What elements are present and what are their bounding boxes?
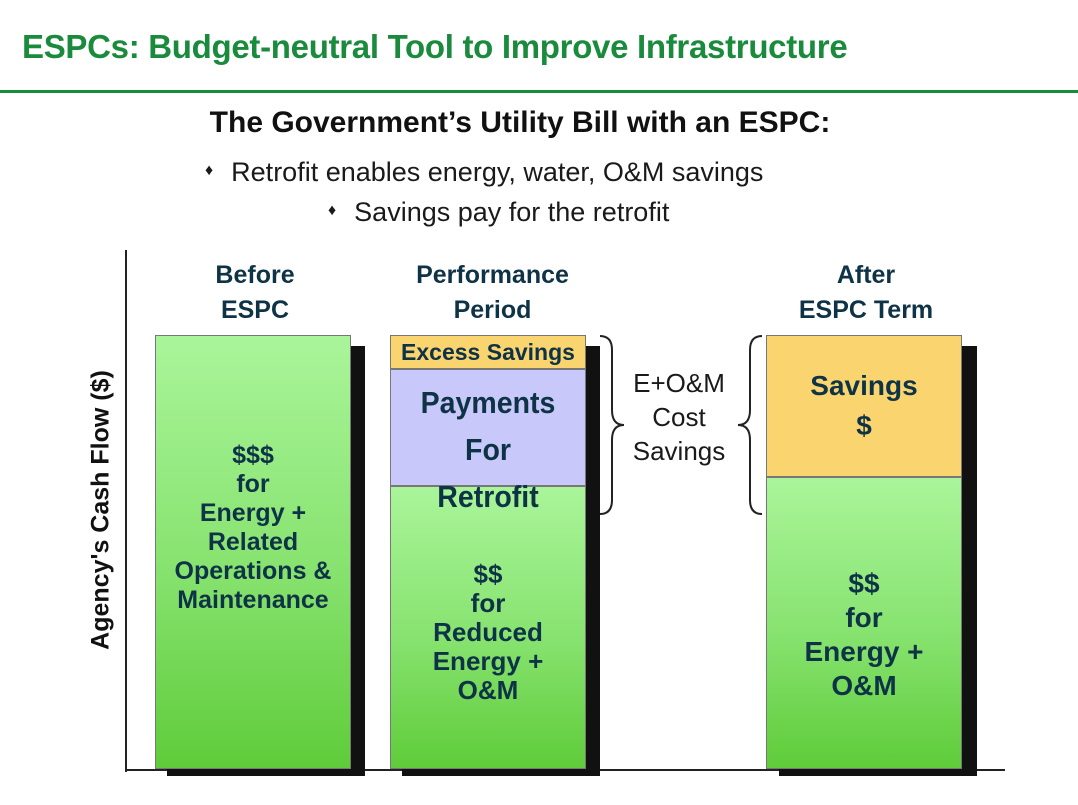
segment-label-line: for [845,602,883,633]
segment-excess-savings [390,335,586,369]
reduced-energy-om-label: $$ for Reduced Energy + O&M [390,560,586,705]
segment-label-line: Retrofit [437,479,539,514]
segment-label-line: Payments [420,385,556,420]
brace-label-line: Savings [632,436,726,466]
segment-payments-for-retrofit [390,369,586,486]
header-after-espc-term: After ESPC Term [766,258,966,328]
bar-before-espc: $$$ for Energy + Related Operations & Ma… [155,335,351,769]
header-line: ESPC Term [798,296,934,324]
cost-savings-label: E+O&M Cost Savings [616,366,742,468]
segment-label-line: $$ [473,559,503,589]
savings-label: Savings $ [766,366,962,446]
segment-label-line: Energy + [804,636,924,667]
segment-label-line: O&M [457,675,519,705]
header-line: ESPC [220,296,290,324]
segment-label-line: Energy + [432,646,544,676]
segment-label-line: for [236,470,270,498]
segment-label-line: Operations & [174,557,332,585]
segment-label-line: Reduced [433,617,543,647]
header-line: Performance [416,261,569,289]
segment-label-line: O&M [831,670,897,701]
header-line: After [836,261,896,289]
bullet-text: Retrofit enables energy, water, O&M savi… [231,157,764,187]
segment-savings [766,335,962,477]
bar-after-espc-term: Savings $ $$ for Energy + O&M [766,335,962,769]
segment-energy-om [766,477,962,769]
right-brace-icon [599,335,625,515]
excess-savings-label: Excess Savings [401,339,575,365]
y-axis-line [125,250,127,772]
subtitle: The Government’s Utility Bill with an ES… [209,106,831,139]
y-axis-label: Agency's Cash Flow ($) [86,370,115,650]
bar-performance-period: Excess Savings Payments For Retrofit $$ … [390,335,586,769]
slide-title: ESPCs: Budget-neutral Tool to Improve In… [22,28,848,65]
header-line: Before [215,261,295,289]
brace-label-line: Cost [652,402,706,432]
segment-label-line: For [465,432,511,467]
segment-label-line: for [470,588,506,618]
segment-label-line: Savings [810,370,918,401]
header-before-espc: Before ESPC [155,258,355,328]
bullet-item: ♦ Retrofit enables energy, water, O&M sav… [205,157,763,188]
segment-energy-om-label: $$$ for Energy + Related Operations & Ma… [155,441,351,615]
segment-label-line: Energy + [199,499,307,527]
segment-label-line: $$ [848,568,880,599]
bullet-text: Savings pay for the retrofit [354,197,670,227]
segment-reduced-energy-om [390,486,586,769]
title-divider [0,90,1078,93]
left-brace-icon [737,335,763,515]
segment-label-line: Maintenance [177,586,329,614]
segment-label-line: $$$ [232,441,274,469]
diamond-bullet-icon: ♦ [328,201,337,219]
diamond-bullet-icon: ♦ [205,161,214,179]
segment-label-line: $ [856,410,872,441]
brace-label-line: E+O&M [633,368,725,398]
segment-energy-om [155,335,351,769]
bullet-item: ♦ Savings pay for the retrofit [328,197,669,228]
header-performance-period: Performance Period [390,258,595,328]
segment-label-line: Related [207,528,299,556]
energy-om-label: $$ for Energy + O&M [766,567,962,703]
header-line: Period [453,296,532,324]
payments-for-retrofit-label: Payments For Retrofit [398,379,578,520]
